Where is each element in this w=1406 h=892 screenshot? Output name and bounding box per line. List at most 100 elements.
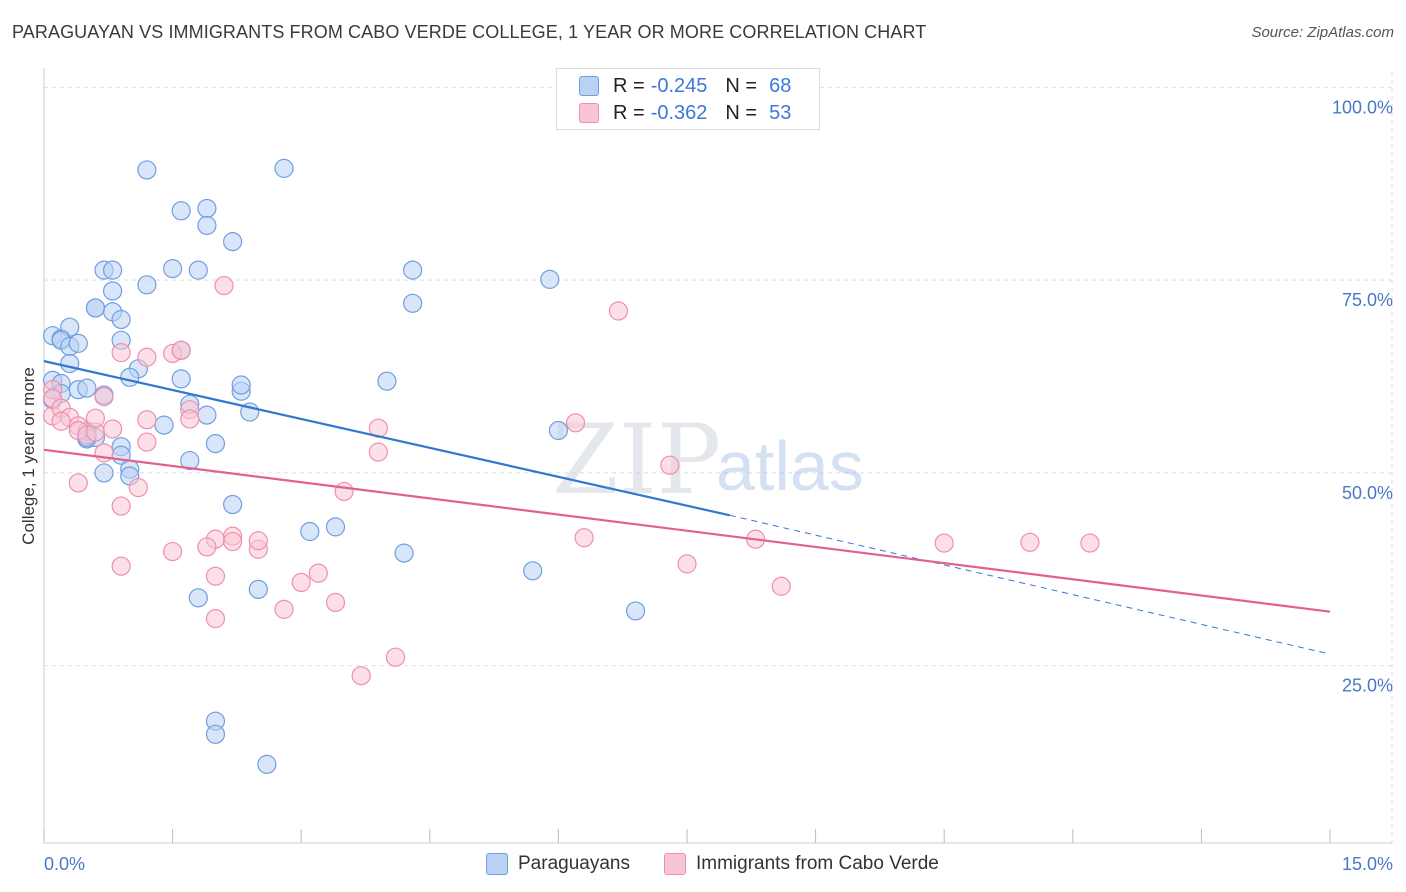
paraguayan-point xyxy=(325,517,346,537)
y-axis-title: College, 1 year or more xyxy=(19,367,38,545)
cabo-verde-point xyxy=(205,566,226,586)
data-points xyxy=(42,158,1100,774)
y-tick-labels: 100.0% 75.0% 50.0% 25.0% xyxy=(1332,97,1393,695)
cabo-verde-point xyxy=(325,592,346,613)
cabo-verde-point xyxy=(68,473,88,493)
cabo-verde-point xyxy=(565,413,586,433)
legend-swatch-cabo-verde xyxy=(579,103,599,123)
paraguayan-point xyxy=(403,260,423,280)
paraguayan-point xyxy=(523,561,543,581)
cabo-verde-point xyxy=(274,599,294,619)
cabo-verde-point xyxy=(111,556,131,576)
paraguayan-point xyxy=(111,309,131,330)
cabo-verde-point xyxy=(608,301,629,321)
cabo-verde-point xyxy=(111,343,131,363)
cabo-verde-point xyxy=(137,432,157,452)
legend-swatch-paraguayans xyxy=(579,76,599,96)
legend-item-paraguayans: Paraguayans xyxy=(486,852,630,876)
paraguayan-point xyxy=(248,579,268,599)
cabo-verde-point xyxy=(248,531,268,551)
chart-source: Source: ZipAtlas.com xyxy=(1251,24,1394,41)
paraguayan-point xyxy=(180,450,200,471)
paraguayan-point xyxy=(171,369,191,389)
cabo-verde-point xyxy=(334,481,354,502)
paraguayan-point xyxy=(540,269,560,289)
y-tick-label: 50.0% xyxy=(1342,483,1393,503)
r-label: R = xyxy=(613,101,645,124)
paraguayan-point xyxy=(188,260,208,280)
trend-line-cabo-verde xyxy=(43,448,1331,613)
stats-legend-row-paraguayans: R = -0.245 N = 68 xyxy=(579,73,791,99)
watermark: ZIP atlas xyxy=(552,404,864,516)
cabo-verde-point xyxy=(677,554,697,574)
r-value: -0.245 xyxy=(650,74,708,97)
n-label: N = xyxy=(725,74,758,97)
cabo-verde-point xyxy=(291,572,311,593)
paraguayan-point xyxy=(188,588,208,608)
r-label: R = xyxy=(613,74,645,97)
paraguayan-point xyxy=(274,158,294,178)
paraguayan-point xyxy=(163,259,183,279)
paraguayan-point xyxy=(68,333,88,353)
cabo-verde-point xyxy=(137,347,157,367)
cabo-verde-point xyxy=(351,666,371,686)
axes xyxy=(43,68,1392,844)
cabo-verde-point xyxy=(163,541,183,562)
paraguayan-point xyxy=(205,434,226,454)
paraguayan-point xyxy=(171,201,191,221)
trend-lines xyxy=(43,360,1331,655)
paraguayan-point xyxy=(197,215,217,236)
cabo-verde-point xyxy=(94,386,114,407)
chart-title: PARAGUAYAN VS IMMIGRANTS FROM CABO VERDE… xyxy=(12,22,927,42)
legend-label-paraguayans: Paraguayans xyxy=(518,853,630,874)
cabo-verde-point xyxy=(205,609,226,629)
n-value: 53 xyxy=(769,101,792,124)
cabo-verde-point xyxy=(1080,533,1100,553)
paraguayan-point xyxy=(197,405,217,425)
watermark-atlas: atlas xyxy=(716,427,864,505)
cabo-verde-point xyxy=(1020,532,1040,552)
paraguayan-point xyxy=(102,260,123,280)
cabo-verde-point xyxy=(128,477,148,498)
paraguayan-point xyxy=(102,281,123,301)
paraguayan-point xyxy=(77,378,97,398)
y-tick-label: 75.0% xyxy=(1342,290,1393,310)
cabo-verde-point xyxy=(934,533,954,553)
paraguayan-point xyxy=(403,293,423,313)
paraguayan-point xyxy=(300,521,320,542)
cabo-verde-point xyxy=(308,563,328,583)
paraguayan-point xyxy=(394,543,414,563)
cabo-verde-point xyxy=(385,647,406,667)
paraguayan-point xyxy=(257,754,277,774)
r-value: -0.362 xyxy=(650,101,708,124)
cabo-verde-point xyxy=(102,419,123,439)
paraguayan-point xyxy=(377,371,397,391)
cabo-verde-point xyxy=(171,340,191,360)
n-value: 68 xyxy=(769,74,792,97)
legend-label-cabo-verde: Immigrants from Cabo Verde xyxy=(696,853,939,874)
cabo-verde-point xyxy=(51,411,71,431)
cabo-verde-point xyxy=(214,275,234,296)
cabo-verde-point xyxy=(223,531,243,552)
y-tick-label: 25.0% xyxy=(1342,676,1393,696)
paraguayan-point xyxy=(60,353,80,374)
cabo-verde-point xyxy=(137,410,157,430)
paraguayan-point xyxy=(94,463,114,483)
n-label: N = xyxy=(725,101,758,124)
trend-line-paraguayans-extension xyxy=(729,514,1331,655)
stats-legend-row-cabo-verde: R = -0.362 N = 53 xyxy=(579,100,791,126)
cabo-verde-point xyxy=(85,408,106,428)
cabo-verde-point xyxy=(180,409,200,429)
legend-item-cabo-verde: Immigrants from Cabo Verde xyxy=(664,852,939,876)
cabo-verde-point xyxy=(111,496,131,516)
paraguayan-point xyxy=(120,367,140,387)
cabo-verde-point xyxy=(368,442,388,462)
x-tick-label: 15.0% xyxy=(1342,854,1393,874)
paraguayan-point xyxy=(137,275,157,295)
paraguayan-point xyxy=(154,415,174,435)
x-tick-label: 0.0% xyxy=(44,854,85,874)
paraguayan-point xyxy=(231,375,251,395)
paraguayan-point xyxy=(197,198,217,219)
cabo-verde-point xyxy=(660,455,680,475)
